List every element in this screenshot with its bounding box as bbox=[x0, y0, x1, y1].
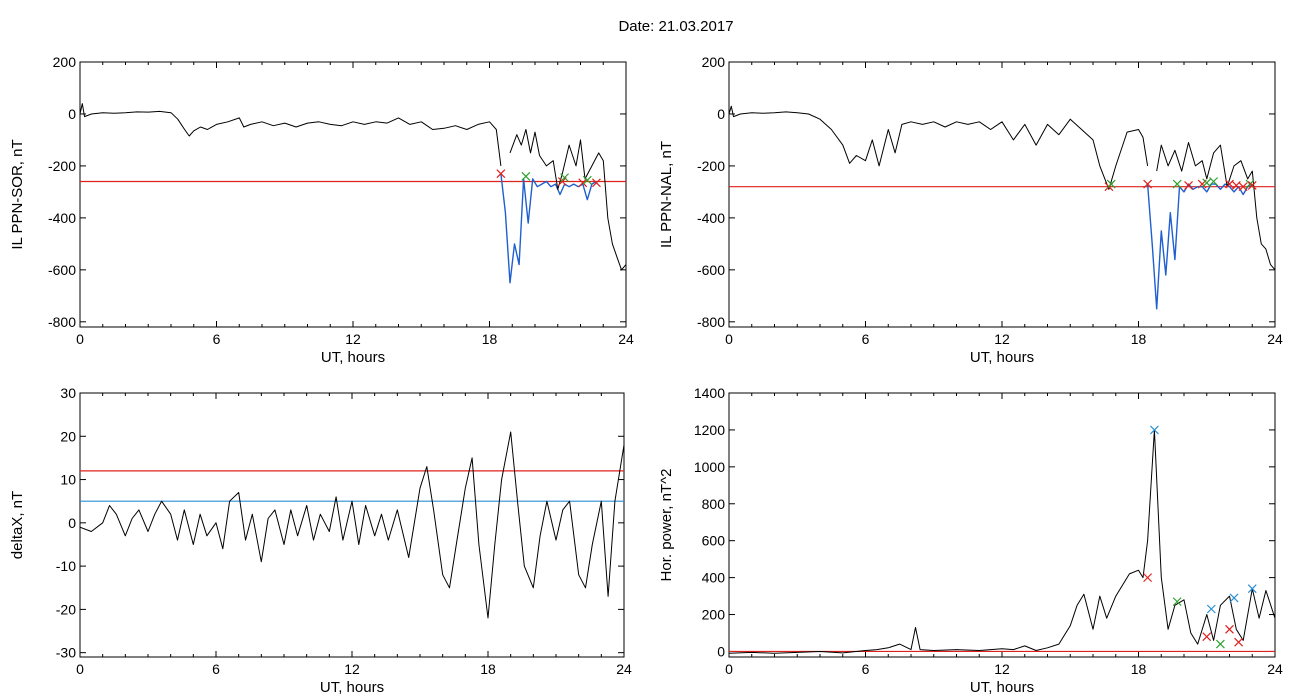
y-axis-label: IL PPN-NAL, nT bbox=[658, 141, 675, 248]
y-tick-label: -200 bbox=[48, 158, 76, 174]
x-tick-label: 18 bbox=[480, 661, 496, 677]
y-tick-label: -800 bbox=[697, 314, 725, 330]
x-tick-label: 18 bbox=[482, 331, 498, 347]
marker-red bbox=[496, 169, 506, 179]
y-tick-label: 200 bbox=[702, 607, 726, 623]
y-tick-label: -400 bbox=[697, 210, 725, 226]
marker-green bbox=[1202, 178, 1212, 188]
plot-frame bbox=[728, 61, 1276, 328]
x-tick-label: 0 bbox=[725, 661, 733, 677]
y-tick-label: 10 bbox=[60, 472, 76, 488]
marker-red bbox=[1234, 637, 1244, 647]
y-axis-label: Hor. power, nT^2 bbox=[658, 469, 675, 582]
x-axis-label: UT, hours bbox=[320, 679, 384, 696]
y-tick-label: -20 bbox=[56, 601, 76, 617]
y-tick-label: 0 bbox=[68, 106, 76, 122]
x-tick-label: 6 bbox=[862, 661, 870, 677]
marker-blue bbox=[1229, 593, 1239, 603]
x-tick-label: 12 bbox=[344, 661, 360, 677]
x-axis-label: UT, hours bbox=[970, 679, 1034, 696]
y-tick-label: 1200 bbox=[694, 422, 725, 438]
y-tick-label: -400 bbox=[48, 210, 76, 226]
marker-blue bbox=[1150, 425, 1159, 435]
x-tick-label: 0 bbox=[725, 331, 733, 347]
x-tick-label: 12 bbox=[994, 661, 1010, 677]
series-line-trace-2 bbox=[509, 129, 626, 271]
marker-green bbox=[1172, 597, 1182, 607]
y-tick-label: 20 bbox=[60, 428, 76, 444]
y-tick-label: -600 bbox=[697, 262, 725, 278]
chart-panel-deltax: 0 6 12 18 24 30 20 10 0 -10 -20 -30 UT, hours deltaX,… bbox=[9, 385, 632, 696]
y-tick-label: 800 bbox=[702, 496, 726, 512]
x-tick-label: 18 bbox=[1131, 661, 1147, 677]
x-tick-label: 24 bbox=[616, 661, 632, 677]
y-tick-label: 0 bbox=[717, 643, 725, 659]
plot-frame bbox=[728, 392, 1276, 658]
series-line-trace-2 bbox=[1156, 142, 1275, 271]
marker-red bbox=[578, 178, 588, 188]
marker-green bbox=[1245, 179, 1255, 189]
y-axis-label: IL PPN-SOR, nT bbox=[9, 139, 26, 249]
y-tick-label: 400 bbox=[702, 570, 726, 586]
x-tick-label: 24 bbox=[1267, 661, 1283, 677]
y-tick-label: -30 bbox=[56, 645, 76, 661]
marker-green bbox=[1209, 177, 1218, 186]
marker-red bbox=[1247, 180, 1257, 190]
series-line-trace-0 bbox=[80, 431, 624, 619]
marker-green bbox=[1106, 179, 1116, 189]
marker-red bbox=[1225, 179, 1234, 189]
x-axis-label: UT, hours bbox=[970, 349, 1034, 366]
y-tick-label: -200 bbox=[697, 158, 725, 174]
y-tick-label: 600 bbox=[702, 533, 726, 549]
x-tick-label: 24 bbox=[1267, 331, 1283, 347]
marker-red bbox=[1202, 632, 1212, 642]
y-tick-label: 30 bbox=[60, 385, 76, 401]
y-tick-label: -800 bbox=[48, 314, 76, 330]
plot-frame bbox=[79, 61, 627, 328]
y-tick-label: 200 bbox=[702, 54, 726, 70]
series-line-trace-0 bbox=[729, 105, 1149, 190]
y-tick-label: 0 bbox=[717, 106, 725, 122]
x-tick-label: 0 bbox=[76, 661, 84, 677]
marker-red bbox=[592, 178, 601, 188]
marker-green bbox=[1215, 639, 1225, 649]
x-tick-label: 24 bbox=[618, 331, 634, 347]
marker-green bbox=[521, 171, 531, 181]
x-tick-label: 6 bbox=[862, 331, 870, 347]
marker-red bbox=[1143, 179, 1153, 189]
series-line-trace-0 bbox=[80, 103, 502, 166]
y-tick-label: -10 bbox=[56, 558, 76, 574]
marker-red bbox=[1238, 182, 1248, 192]
marker-blue bbox=[1206, 604, 1216, 614]
x-tick-label: 0 bbox=[76, 331, 84, 347]
y-tick-label: -600 bbox=[48, 262, 76, 278]
chart-panel-nal: 0 6 12 18 24 200 0 -200 -400 -600 -800 UT, hours IL … bbox=[658, 54, 1283, 366]
y-tick-label: 1400 bbox=[694, 385, 725, 401]
x-tick-label: 12 bbox=[345, 331, 361, 347]
x-tick-label: 12 bbox=[994, 331, 1010, 347]
series-line-highlight-1 bbox=[500, 173, 597, 284]
y-tick-label: 200 bbox=[53, 54, 77, 70]
x-tick-label: 18 bbox=[1131, 331, 1147, 347]
marker-green bbox=[1172, 179, 1182, 189]
y-axis-label: deltaX, nT bbox=[9, 491, 26, 559]
marker-green bbox=[582, 175, 592, 185]
chart-panel-power: 0 6 12 18 24 1400 1200 1000 800 600 400 200 0 UT, hou… bbox=[658, 385, 1283, 696]
x-tick-label: 6 bbox=[213, 331, 221, 347]
marker-red bbox=[1231, 180, 1241, 190]
series-line-trace-0 bbox=[729, 429, 1275, 654]
marker-blue bbox=[1247, 584, 1257, 594]
x-axis-label: UT, hours bbox=[321, 349, 385, 366]
marker-red bbox=[1225, 624, 1234, 634]
y-tick-label: 1000 bbox=[694, 459, 725, 475]
marker-red bbox=[1184, 180, 1193, 190]
marker-green bbox=[560, 173, 569, 183]
chart-panel-sor: 0 6 12 18 24 200 0 -200 -400 -600 -800 UT, hours IL … bbox=[9, 54, 634, 366]
x-tick-label: 6 bbox=[212, 661, 220, 677]
y-tick-label: 0 bbox=[68, 515, 76, 531]
marker-red bbox=[1143, 573, 1153, 583]
series-line-highlight-1 bbox=[1146, 183, 1253, 310]
page-title: Date: 21.03.2017 bbox=[618, 18, 734, 35]
